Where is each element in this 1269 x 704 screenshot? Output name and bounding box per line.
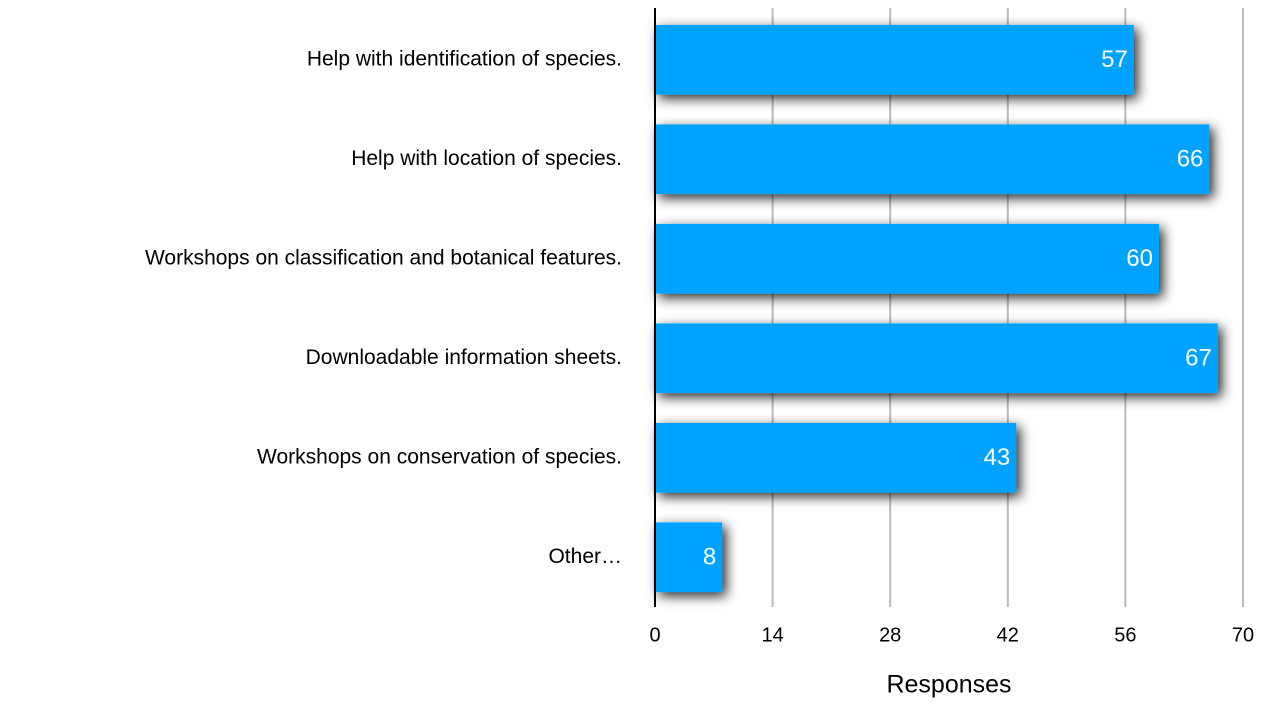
y-tick-label: Help with identification of species. [307,47,622,70]
bar [655,223,1159,294]
x-tick-label: 70 [1232,624,1254,646]
bar [655,422,1017,493]
y-tick-label: Other… [548,545,622,568]
x-axis-label: Responses [886,671,1011,699]
x-tick-label: 42 [997,624,1019,646]
value-label: 43 [983,444,1010,471]
value-label: 8 [703,544,716,571]
bar [655,124,1210,195]
x-tick-label: 14 [761,624,783,646]
y-tick-label: Downloadable information sheets. [306,346,622,369]
value-labels: 57 66 60 67 43 8 [703,46,1212,571]
bar [655,522,723,593]
value-label: 66 [1177,146,1204,173]
y-tick-label: Help with location of species. [351,147,622,170]
y-tick-label: Workshops on classification and botanica… [145,246,622,269]
x-tick-label: 56 [1114,624,1136,646]
y-tick-label: Workshops on conservation of species. [257,445,622,468]
bars [655,24,1218,593]
x-tick-label: 28 [879,624,901,646]
grid [771,8,1244,607]
value-label: 57 [1101,46,1128,73]
bar [655,323,1218,394]
value-label: 60 [1126,245,1153,272]
value-label: 67 [1185,345,1212,372]
bar [655,24,1134,95]
x-tick-label: 0 [649,624,660,646]
